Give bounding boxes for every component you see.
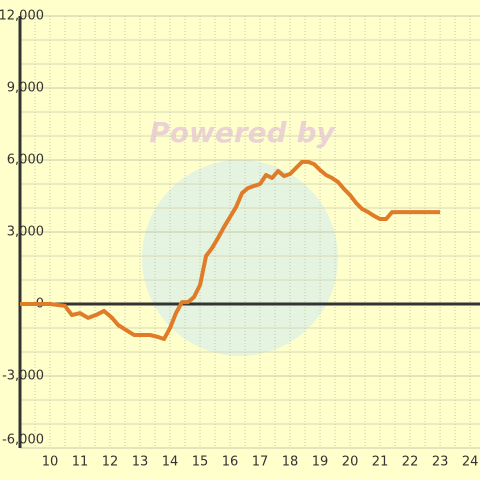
x-tick-label: 19: [312, 455, 329, 470]
x-tick-label: 24: [462, 455, 479, 470]
data-line: [20, 159, 441, 342]
x-tick-label: 15: [192, 455, 209, 470]
x-tick-label: 18: [282, 455, 299, 470]
y-tick-label: -6,000: [2, 433, 44, 448]
y-tick-label: 12,000: [0, 9, 44, 24]
x-tick-label: 14: [162, 455, 179, 470]
x-tick-label: 12: [102, 455, 119, 470]
x-tick-label: 13: [132, 455, 149, 470]
y-tick-label: -3,000: [2, 369, 44, 384]
x-tick-label: 23: [432, 455, 449, 470]
x-tick-label: 20: [342, 455, 359, 470]
y-tick-label: 6,000: [7, 153, 44, 168]
x-tick-label: 11: [72, 455, 89, 470]
watermark-text: Powered by: [149, 116, 336, 149]
y-tick-label: 3,000: [7, 225, 44, 240]
x-tick-label: 21: [372, 455, 389, 470]
x-tick-label: 10: [42, 455, 59, 470]
y-tick-label: 9,000: [7, 81, 44, 96]
x-tick-label: 16: [222, 455, 239, 470]
x-tick-label: 22: [402, 455, 419, 470]
watermark-circle: [142, 160, 338, 356]
x-tick-label: 17: [252, 455, 269, 470]
